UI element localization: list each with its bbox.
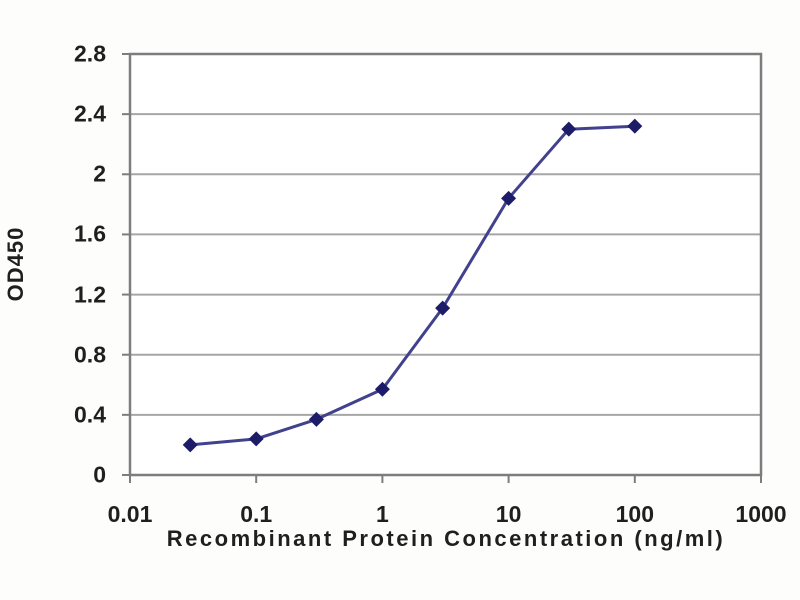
x-tick-label: 10 xyxy=(495,501,522,527)
data-point-marker xyxy=(627,118,643,134)
plot-border xyxy=(128,52,763,477)
y-tick-label: 2.8 xyxy=(74,40,106,67)
data-point-marker xyxy=(182,437,198,453)
y-tick-label: 0.8 xyxy=(74,341,106,368)
series-line xyxy=(190,124,635,447)
x-tick-label: 1 xyxy=(375,501,389,527)
data-point-marker xyxy=(435,300,451,316)
data-point-marker xyxy=(561,121,577,137)
x-axis-title: Recombinant Protein Concentration (ng/ml… xyxy=(166,526,726,551)
y-tick-label: 0.4 xyxy=(74,401,106,428)
x-tick-label: 0.1 xyxy=(240,501,273,527)
x-tick-label: 0.01 xyxy=(107,501,153,527)
data-point-marker xyxy=(374,381,390,397)
plot-background xyxy=(130,54,761,475)
data-point-marker xyxy=(501,190,517,206)
y-tick-label: 1.6 xyxy=(74,220,106,247)
y-tick-label: 2 xyxy=(93,160,106,187)
data-point-marker xyxy=(308,411,324,427)
y-axis-title: OD450 xyxy=(3,226,28,302)
data-point-marker xyxy=(248,431,264,447)
y-tick-label: 1.2 xyxy=(74,281,106,308)
y-tick-label: 2.4 xyxy=(74,100,106,127)
x-tick-label: 1000 xyxy=(735,501,787,527)
y-tick-label: 0 xyxy=(93,461,106,488)
x-tick-label: 100 xyxy=(615,501,654,527)
